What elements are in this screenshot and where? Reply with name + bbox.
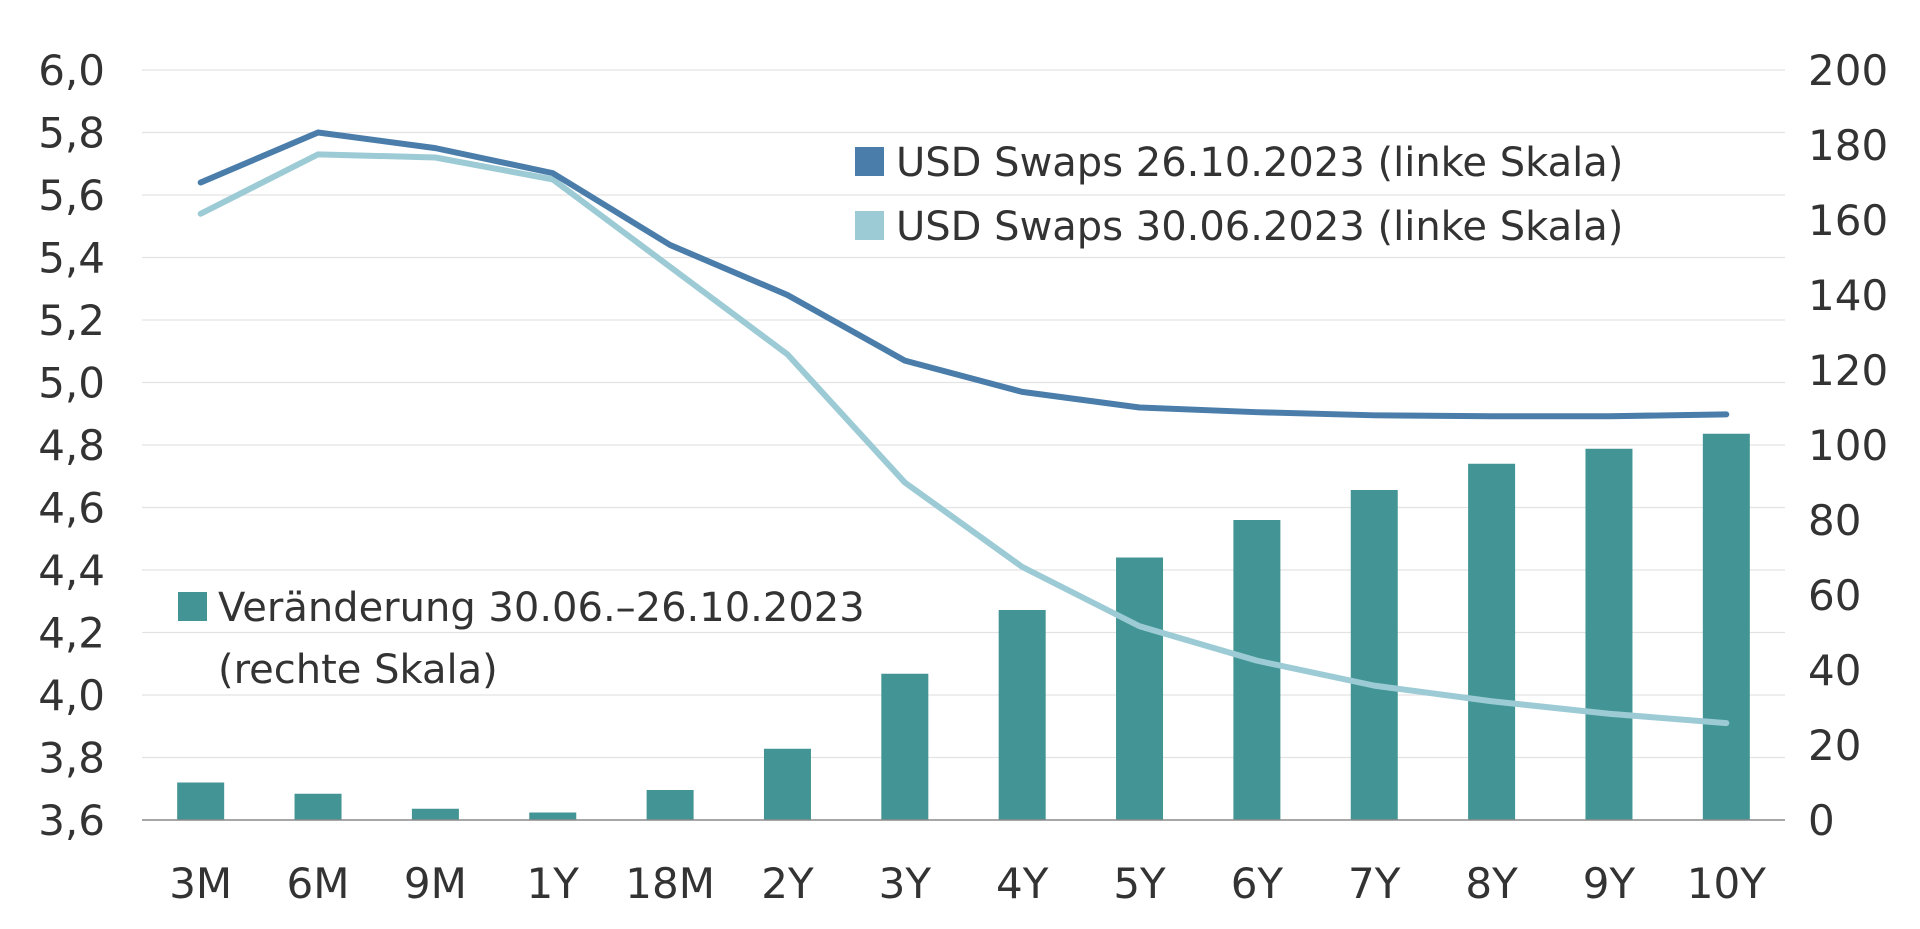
x-axis-ticks: 3M 6M 9M 1Y 18M 2Y 3Y 4Y 5Y 6Y 7Y 8Y 9Y 10Y [169, 859, 1766, 908]
legend-label-usd-swaps-3006: USD Swaps 30.06.2023 (linke Skala) [896, 204, 1623, 250]
left-tick-label: 5,0 [38, 359, 105, 408]
x-tick-label: 4Y [996, 859, 1049, 908]
bar [1116, 557, 1164, 820]
gridlines [142, 69, 1785, 759]
left-tick-label: 4,8 [38, 421, 105, 470]
left-tick-label: 4,2 [38, 609, 105, 658]
legend-label-veraenderung: Veränderung 30.06.–26.10.2023 [218, 585, 865, 631]
legend-swatch-usd-swaps-3006 [855, 211, 884, 240]
x-tick-label: 3M [169, 859, 232, 908]
left-tick-label: 4,6 [38, 484, 105, 533]
x-tick-label: 3Y [879, 859, 932, 908]
bar [294, 793, 342, 820]
right-tick-label: 20 [1808, 721, 1861, 770]
left-axis-ticks: 3,6 3,8 4,0 4,2 4,4 4,6 4,8 5,0 5,2 5,4 5,6 5,8 6,0 [38, 46, 105, 845]
bar [529, 812, 577, 820]
right-tick-label: 180 [1808, 121, 1888, 170]
left-tick-label: 4,4 [38, 546, 105, 595]
legend-swatch-usd-swaps-2610 [855, 147, 884, 176]
left-tick-label: 6,0 [38, 46, 105, 95]
x-tick-label: 10Y [1687, 859, 1766, 908]
bar [1350, 490, 1398, 820]
x-tick-label: 9M [404, 859, 467, 908]
legend-label-veraenderung-line2: (rechte Skala) [218, 647, 498, 693]
legend-bars: Veränderung 30.06.–26.10.2023 (rechte Sk… [178, 585, 865, 693]
right-tick-label: 200 [1808, 46, 1888, 95]
bar [411, 808, 459, 820]
bar [1468, 463, 1516, 820]
x-tick-label: 1Y [527, 859, 580, 908]
right-tick-label: 100 [1808, 421, 1888, 470]
legend-label-usd-swaps-2610: USD Swaps 26.10.2023 (linke Skala) [896, 140, 1623, 186]
series-line [197, 129, 1730, 420]
line-series [197, 129, 1730, 727]
left-tick-label: 4,0 [38, 671, 105, 720]
x-tick-label: 2Y [761, 859, 814, 908]
right-tick-label: 120 [1808, 346, 1888, 395]
bar [998, 610, 1046, 820]
left-tick-label: 5,6 [38, 171, 105, 220]
left-tick-label: 3,8 [38, 734, 105, 783]
right-tick-label: 40 [1808, 646, 1861, 695]
bar [1233, 520, 1281, 820]
right-tick-label: 80 [1808, 496, 1861, 545]
bar [1702, 433, 1750, 820]
x-tick-label: 6Y [1231, 859, 1284, 908]
left-tick-label: 5,2 [38, 296, 105, 345]
right-axis-ticks: 0 20 40 60 80 100 120 140 160 180 200 [1808, 46, 1888, 845]
x-tick-label: 18M [625, 859, 715, 908]
right-tick-label: 60 [1808, 571, 1861, 620]
left-tick-label: 5,4 [38, 234, 105, 283]
bar-series [177, 433, 1750, 820]
bar [177, 782, 225, 820]
x-tick-label: 9Y [1583, 859, 1636, 908]
x-tick-label: 5Y [1113, 859, 1166, 908]
left-tick-label: 3,6 [38, 796, 105, 845]
x-tick-label: 8Y [1465, 859, 1518, 908]
x-tick-label: 6M [287, 859, 350, 908]
right-tick-label: 160 [1808, 196, 1888, 245]
bar [881, 673, 929, 820]
x-tick-label: 7Y [1348, 859, 1401, 908]
bar [1585, 448, 1633, 820]
right-tick-label: 140 [1808, 271, 1888, 320]
left-tick-label: 5,8 [38, 109, 105, 158]
legend-swatch-veraenderung [178, 592, 207, 621]
right-tick-label: 0 [1808, 796, 1835, 845]
legend-lines: USD Swaps 26.10.2023 (linke Skala) USD S… [855, 140, 1623, 250]
series-line [197, 151, 1730, 727]
bar [763, 748, 811, 820]
bar [646, 790, 694, 820]
